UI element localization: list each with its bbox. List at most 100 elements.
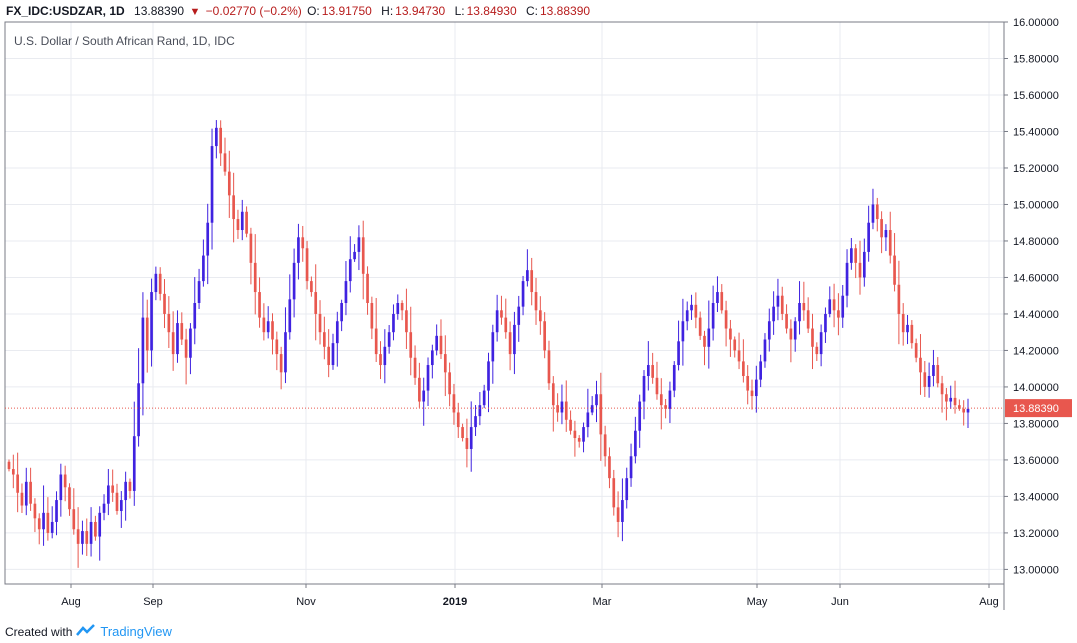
candle [331,333,335,370]
candle [176,310,179,363]
candle [672,361,676,398]
candle [227,150,231,218]
candle [582,422,585,453]
candle [422,377,426,426]
candle [180,312,184,346]
x-tick-label: Sep [143,596,163,608]
candle [919,334,922,395]
down-arrow-icon: ▼ [189,6,201,18]
candle [608,447,611,489]
candle [500,295,503,325]
y-tick-label: 13.80000 [1013,418,1059,430]
candle [772,291,775,335]
candle [646,341,650,391]
tradingview-brand[interactable]: TradingView [100,624,172,639]
price-chart[interactable]: U.S. Dollar / South African Rand, 1D, ID… [0,0,1077,622]
x-tick-label: 2019 [443,596,467,608]
candle [642,370,646,420]
open-label: O: [307,4,320,18]
candle [318,300,322,345]
candle [232,172,235,243]
candle [236,209,240,239]
candle [906,314,909,345]
candle [456,402,460,438]
candle [811,313,814,370]
candle [534,277,538,325]
candle [271,313,274,355]
candle [685,301,689,331]
candle [551,376,555,432]
candle [361,220,365,300]
candle [366,266,369,315]
y-tick-label: 13.40000 [1013,491,1059,503]
candle [115,483,119,515]
candle [495,294,499,342]
candle [461,423,464,442]
candle [426,357,430,406]
candle [936,357,940,388]
candle [284,307,287,384]
high-value: 13.94730 [395,4,446,18]
candle [569,410,572,435]
low-value: 13.84930 [466,4,517,18]
x-tick-label: Aug [979,596,999,608]
candle [189,323,192,375]
candle [439,319,443,359]
candle [102,494,106,521]
candle [698,311,702,340]
candle [560,384,564,425]
candle [526,249,529,287]
candle [793,317,797,352]
last-price-badge-label: 13.88390 [1013,403,1059,415]
time-axis[interactable]: Aug Sep Nov 2019 Mar May Jun Aug [61,584,999,608]
candle [824,307,827,343]
candle [776,278,780,321]
candle [465,418,469,468]
open-value: 13.91750 [321,4,372,18]
candle [780,286,784,321]
x-tick-label: May [747,596,768,608]
candle [862,238,866,287]
candle [158,267,162,301]
candle [215,120,218,159]
candle [335,311,339,367]
candle [612,469,616,516]
candle [927,362,931,398]
candle [884,224,888,252]
candle [253,234,257,315]
candle [932,349,935,387]
candle [742,339,745,383]
candle [46,497,50,541]
candle [690,294,693,320]
candle [76,507,80,568]
candle [89,507,93,557]
candle [828,286,832,318]
candle [171,311,175,371]
candle [249,227,253,285]
candle [219,120,223,166]
candle [383,329,387,384]
candle [94,515,97,541]
price-axis[interactable]: 13.00000 13.20000 13.40000 13.60000 13.80000… [1004,17,1059,576]
candle [729,319,732,357]
y-tick-label: 13.60000 [1013,455,1059,467]
candle [634,416,637,464]
candle [897,260,901,345]
candle [543,312,546,359]
candle [327,329,331,378]
close-value: 13.88390 [540,4,591,18]
y-tick-label: 16.00000 [1013,17,1059,29]
candle [603,425,607,467]
candle [24,467,28,516]
candle [16,452,19,513]
candle [832,283,836,328]
candle [137,348,140,447]
close-label: C: [526,4,538,18]
candle [206,203,210,285]
candle [81,520,84,555]
candle [564,380,568,432]
candle [413,345,417,385]
x-tick-label: Mar [593,596,612,608]
high-label: H: [381,4,394,18]
candle [443,335,447,397]
